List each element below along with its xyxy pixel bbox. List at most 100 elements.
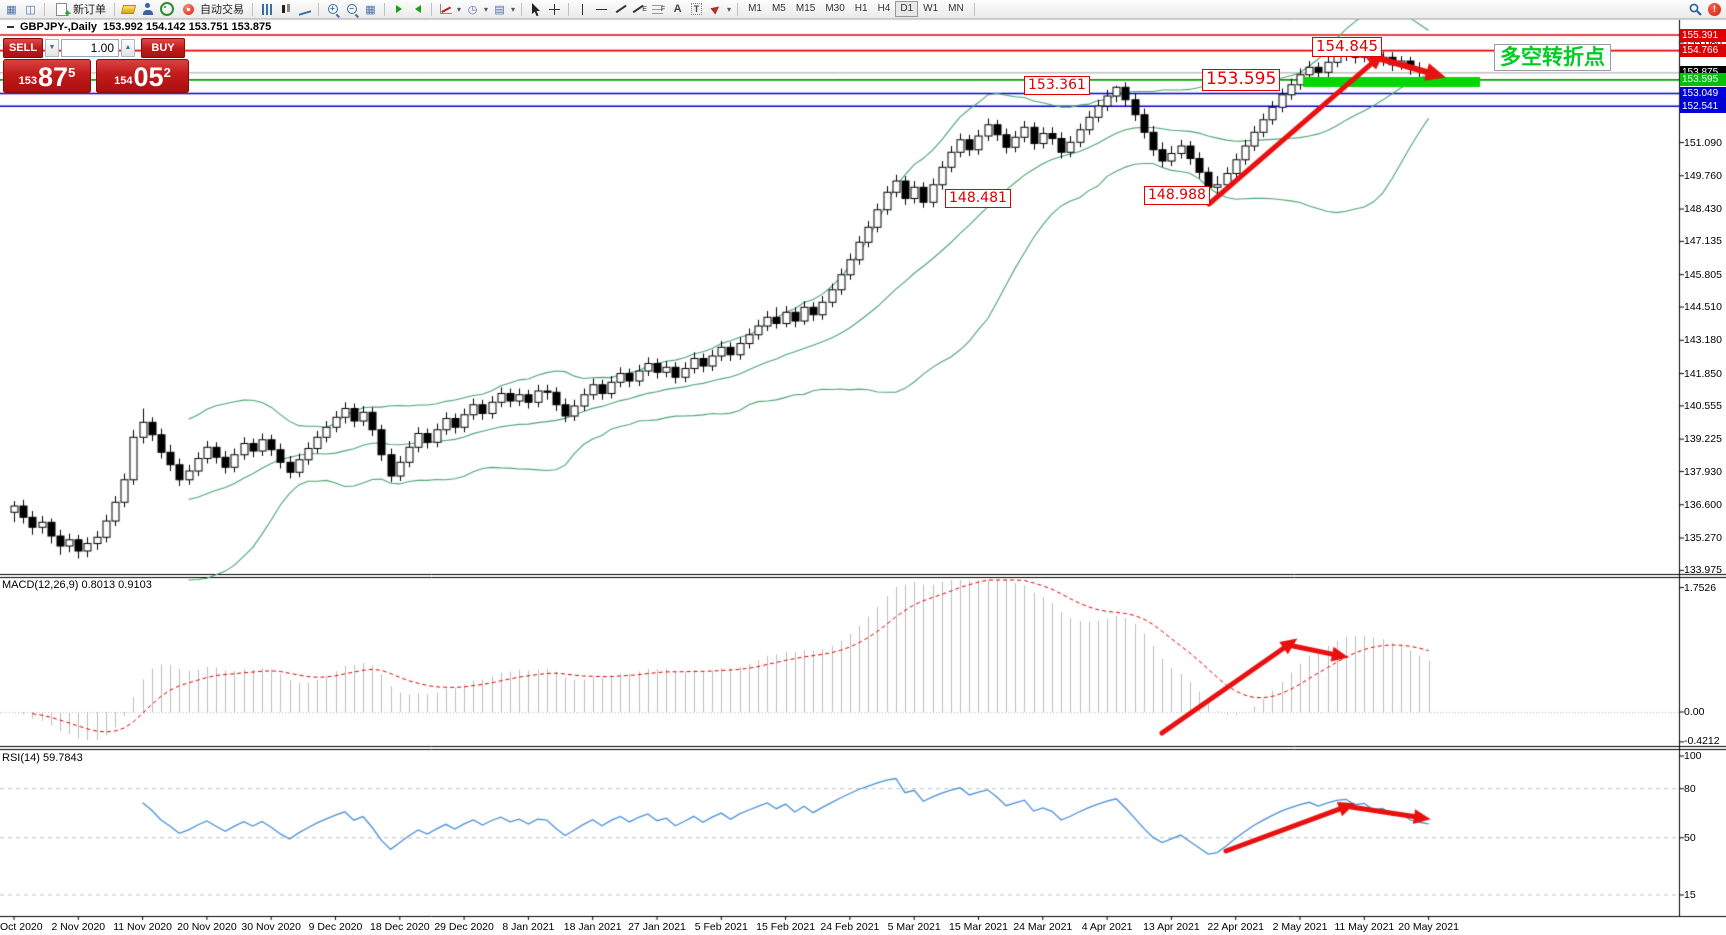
search-icon[interactable] [1687, 1, 1704, 17]
timeframe-h4[interactable]: H4 [877, 3, 891, 14]
equidistant-channel-icon[interactable]: E [631, 1, 648, 17]
chart-profile-icon[interactable]: ◫ [25, 3, 36, 16]
volume-input[interactable] [61, 38, 119, 57]
horizontal-line-icon[interactable] [593, 1, 610, 17]
market-watch-icon[interactable] [120, 1, 137, 17]
date-label: 30 Nov 2020 [241, 921, 301, 933]
timeframe-m5[interactable]: M5 [771, 3, 786, 14]
price-level-label: 152.541 [1680, 99, 1726, 113]
cursor-icon[interactable] [527, 1, 544, 17]
line-chart-icon[interactable] [296, 1, 313, 17]
annotation-price-box[interactable]: 153.595 [1202, 69, 1281, 91]
templates-icon[interactable]: ▤ [494, 3, 505, 16]
date-label: 5 Mar 2021 [887, 921, 941, 933]
toolbar-separator [973, 2, 975, 16]
date-label: 22 Apr 2021 [1207, 921, 1265, 933]
volume-decrease-stepper[interactable]: ▼ [45, 38, 59, 57]
tile-windows-icon[interactable]: ▦ [365, 3, 376, 16]
autotrade-button[interactable]: 自动交易 [177, 1, 247, 17]
price-level-label: 155.391 [1680, 28, 1726, 42]
chart-window-icon[interactable]: ▦ [6, 3, 17, 16]
new-order-button-label: 新订单 [73, 4, 106, 16]
macd-current-values: 0.8013 0.9103 [81, 579, 152, 591]
price-tick-label: 141.850 [1684, 367, 1722, 380]
new-order-button[interactable]: 新订单 [50, 1, 109, 20]
price-tick-label: 139.225 [1684, 433, 1722, 446]
toolbar-separator [521, 2, 523, 16]
trendline-icon[interactable] [612, 1, 629, 17]
indicators-icon[interactable] [437, 1, 454, 17]
price-level-label: 154.766 [1680, 44, 1726, 58]
price-tick-label: 147.135 [1684, 235, 1722, 248]
crosshair-icon[interactable] [546, 1, 563, 17]
vertical-line-icon[interactable] [574, 1, 591, 17]
chevron-down-icon[interactable]: ▾ [727, 4, 732, 14]
terminal-icon[interactable] [158, 1, 175, 17]
candlestick-chart-icon[interactable] [277, 1, 294, 17]
timeframe-m15[interactable]: M15 [795, 3, 816, 14]
text-label-icon[interactable]: T [688, 1, 705, 17]
date-label: 18 Dec 2020 [370, 921, 430, 933]
annotation-price-box[interactable]: 148.481 [945, 189, 1011, 208]
price-tick-label: 140.555 [1684, 399, 1722, 412]
sell-price-prefix: 153 [18, 75, 38, 87]
volume-increase-stepper[interactable]: ▲ [121, 38, 135, 57]
series-marker-icon [7, 26, 14, 28]
price-tick-label: 133.975 [1684, 564, 1722, 577]
arrows-tool-icon[interactable] [707, 1, 724, 17]
date-label: 13 Apr 2021 [1143, 921, 1200, 933]
annotation-price-box[interactable]: 148.988 [1144, 186, 1210, 205]
price-tick-label: 137.930 [1684, 465, 1722, 478]
timeframe-w1[interactable]: W1 [923, 3, 939, 14]
sell-price-pip: 5 [68, 65, 76, 80]
zoom-out-icon[interactable]: − [343, 1, 360, 17]
toolbar-separator [568, 2, 570, 16]
price-tick-label: 145.805 [1684, 268, 1722, 281]
date-label: 4 Apr 2021 [1081, 921, 1133, 933]
chart-ohlc-values: 153.992 154.142 153.751 153.875 [103, 21, 272, 33]
toolbar-separator [384, 2, 385, 16]
navigator-icon[interactable] [139, 1, 156, 17]
text-icon[interactable]: A [673, 3, 682, 15]
turning-point-note[interactable]: 多空转折点 [1494, 44, 1611, 72]
rsi-tick-label: 50 [1684, 831, 1696, 844]
macd-tick-label: 1.7526 [1684, 582, 1717, 594]
date-label: 11 Nov 2020 [113, 921, 172, 933]
chart-shift-icon[interactable] [409, 1, 426, 17]
toolbar-separator [44, 2, 45, 16]
sell-button[interactable]: SELL [3, 37, 43, 58]
buy-button[interactable]: BUY [141, 37, 185, 58]
rsi-tick-label: 15 [1684, 888, 1696, 901]
toolbar-separator [114, 2, 115, 16]
chevron-down-icon[interactable]: ▾ [457, 4, 462, 14]
timeframe-mn[interactable]: MN [948, 3, 964, 14]
date-label: 2 May 2021 [1272, 921, 1328, 933]
timeframe-h1[interactable]: H1 [854, 3, 868, 14]
price-tick-label: 151.090 [1684, 136, 1722, 149]
auto-scroll-icon[interactable] [390, 1, 407, 17]
periods-icon[interactable]: ◷ [467, 3, 478, 16]
price-level-label: 153.595 [1680, 73, 1726, 87]
time-axis[interactable]: 22 Oct 2020 2 Nov 2020 11 Nov 2020 20 Nov 2… [0, 920, 1726, 935]
date-label: 11 May 2021 [1334, 921, 1395, 933]
annotation-price-box[interactable]: 154.845 [1312, 37, 1383, 57]
buy-price-button[interactable]: 154 05 2 [96, 59, 189, 93]
notification-icon[interactable]: ! [1706, 1, 1723, 17]
zoom-in-icon[interactable]: + [324, 1, 341, 17]
timeframe-m1[interactable]: M1 [748, 3, 762, 14]
timeframe-d1[interactable]: D1 [895, 1, 919, 17]
date-label: 8 Jan 2021 [502, 921, 555, 933]
price-tick-label: 144.510 [1684, 301, 1722, 314]
turning-point-note-text: 多空转折点 [1500, 45, 1605, 69]
timeframe-m30[interactable]: M30 [825, 3, 845, 14]
bar-chart-icon[interactable] [258, 1, 275, 17]
new-order-icon [53, 1, 71, 20]
chevron-down-icon[interactable]: ▾ [484, 4, 489, 14]
fibonacci-icon[interactable]: F [650, 1, 667, 17]
annotation-price-box[interactable]: 153.361 [1024, 76, 1090, 95]
chevron-down-icon[interactable]: ▾ [511, 4, 516, 14]
sell-price-button[interactable]: 153 87 5 [3, 59, 91, 93]
sell-price-big: 87 [38, 62, 69, 92]
macd-tick-label: -0.4212 [1684, 735, 1720, 747]
